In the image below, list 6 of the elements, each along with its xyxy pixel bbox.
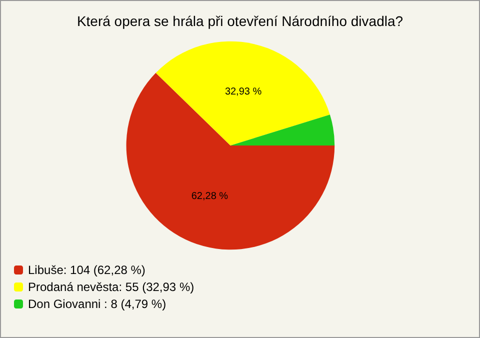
data-label: 62,28 %: [191, 191, 228, 202]
legend-label: Libuše: 104 (62,28 %): [28, 263, 146, 277]
legend-label: Don Giovanni : 8 (4,79 %): [28, 297, 166, 311]
data-label: 32,93 %: [224, 86, 262, 98]
chart-title: Která opera se hrála při otevření Národního divadla?: [76, 13, 404, 29]
legend-label: Prodaná nevěsta: 55 (32,93 %): [28, 280, 194, 294]
